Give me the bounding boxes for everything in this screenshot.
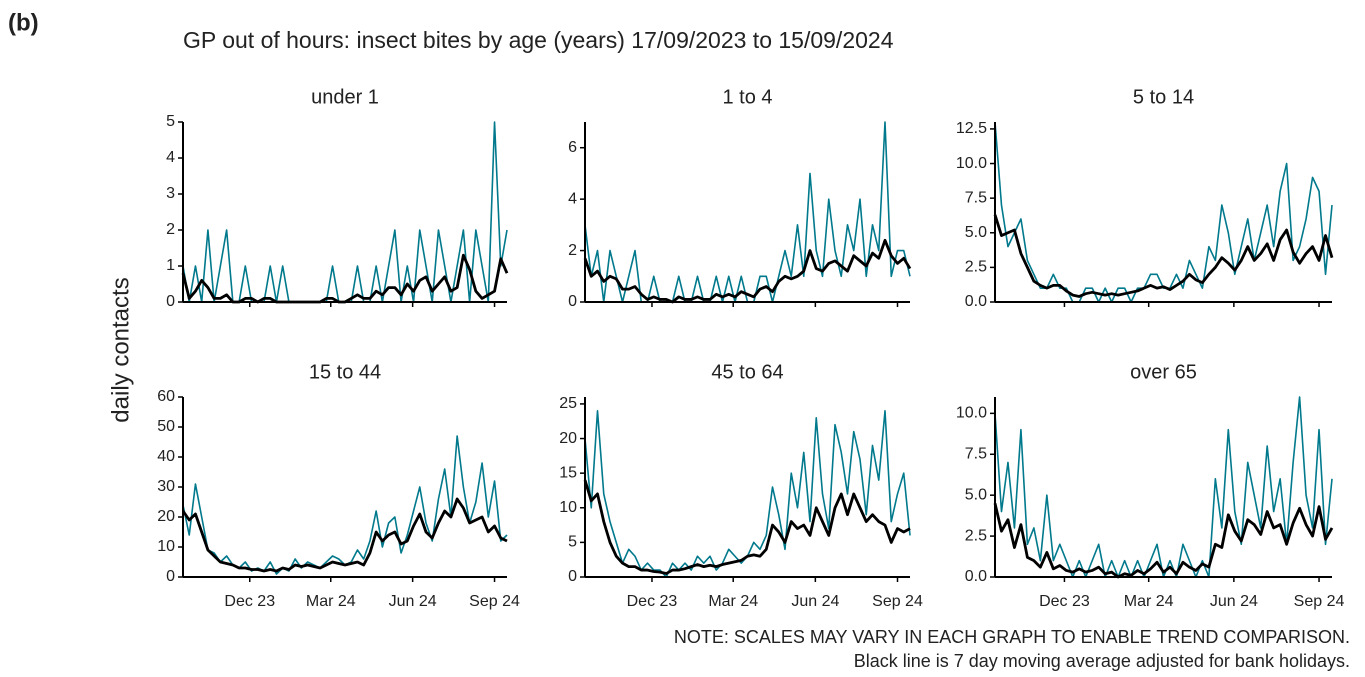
y-tick-label: 4: [568, 190, 577, 207]
y-tick-label: 5: [166, 113, 175, 130]
y-tick-label: 6: [568, 139, 577, 156]
daily-line: [584, 121, 911, 303]
y-tick-label: 20: [559, 430, 577, 447]
x-tick-label: Jun 24: [389, 593, 437, 610]
y-tick-label: 0: [166, 293, 175, 310]
y-tick-label: 15: [559, 464, 577, 481]
y-tick-label: 10: [559, 499, 577, 516]
y-tick-label: 7.5: [965, 189, 987, 206]
y-tick-label: 4: [166, 149, 175, 166]
y-tick-label: 20: [157, 508, 175, 525]
panel: under 1 0 1 2 3 4 5: [166, 86, 509, 310]
panel-title: 1 to 4: [722, 86, 772, 108]
x-tick-label: Mar 24: [708, 593, 758, 610]
y-tick-label: 12.5: [956, 120, 987, 137]
y-tick-label: 25: [559, 395, 577, 412]
y-tick-label: 2: [166, 221, 175, 238]
daily-line: [584, 410, 911, 578]
panel-title: 45 to 64: [711, 361, 783, 383]
panel: over 65 0.0 2.5 5.0 7.5 10.0 Dec 23 Mar 24 Jun 2…: [956, 361, 1345, 610]
note: Black line is 7 day moving average adjus…: [854, 651, 1350, 671]
x-tick-label: Sep 24: [872, 593, 923, 610]
panel-title: 5 to 14: [1133, 86, 1194, 108]
panel: 1 to 4 0 2 4 6: [568, 86, 912, 310]
y-tick-label: 1: [166, 257, 175, 274]
x-tick-label: Jun 24: [791, 593, 839, 610]
daily-line: [994, 396, 1333, 578]
y-tick-label: 60: [157, 388, 175, 405]
y-tick-label: 10.0: [956, 405, 987, 422]
note: NOTE: SCALES MAY VARY IN EACH GRAPH TO E…: [674, 627, 1350, 647]
x-tick-label: Sep 24: [1294, 593, 1345, 610]
x-tick-label: Jun 24: [1210, 593, 1258, 610]
y-tick-label: 5.0: [965, 486, 987, 503]
y-tick-label: 5.0: [965, 224, 987, 241]
daily-line: [994, 121, 1333, 303]
daily-line: [182, 435, 508, 575]
y-tick-label: 50: [157, 418, 175, 435]
y-tick-label: 2.5: [965, 259, 987, 276]
x-tick-label: Mar 24: [306, 593, 356, 610]
y-tick-label: 30: [157, 478, 175, 495]
x-tick-label: Mar 24: [1124, 593, 1174, 610]
y-tick-label: 2.5: [965, 527, 987, 544]
panel-title: over 65: [1130, 361, 1197, 383]
x-tick-label: Dec 23: [627, 593, 678, 610]
y-tick-label: 0: [166, 568, 175, 585]
y-tick-label: 3: [166, 185, 175, 202]
moving-average-line: [181, 497, 508, 573]
panel-title: 15 to 44: [309, 361, 381, 383]
figure-title: GP out of hours: insect bites by age (ye…: [183, 27, 894, 53]
y-axis-title: daily contacts: [107, 277, 134, 422]
panel: 5 to 14 0.0 2.5 5.0 7.5 10.0 12.5: [956, 86, 1334, 310]
y-tick-label: 40: [157, 448, 175, 465]
moving-average-line: [583, 479, 911, 575]
panel: 15 to 44 0 10 20 30 40 50 60 Dec 23 Mar 24 Jun 24 S…: [157, 361, 520, 610]
moving-average-line: [583, 238, 912, 304]
y-tick-label: 0: [568, 293, 577, 310]
y-tick-label: 10.0: [956, 155, 987, 172]
y-tick-label: 2: [568, 242, 577, 259]
y-tick-label: 0: [568, 568, 577, 585]
y-tick-label: 0.0: [965, 568, 987, 585]
panel-label: (b): [8, 9, 39, 36]
x-tick-label: Dec 23: [1039, 593, 1090, 610]
moving-average-line: [993, 503, 1334, 579]
x-tick-label: Sep 24: [469, 593, 520, 610]
y-tick-label: 5: [568, 534, 577, 551]
panel: 45 to 64 0 5 10 15 20 25 Dec 23 Mar 24 Jun 24 Sep …: [559, 361, 923, 610]
y-tick-label: 7.5: [965, 445, 987, 462]
x-tick-label: Dec 23: [224, 593, 275, 610]
y-tick-label: 10: [157, 538, 175, 555]
panel-title: under 1: [311, 86, 379, 108]
moving-average-line: [993, 214, 1334, 298]
y-tick-label: 0.0: [965, 293, 987, 310]
